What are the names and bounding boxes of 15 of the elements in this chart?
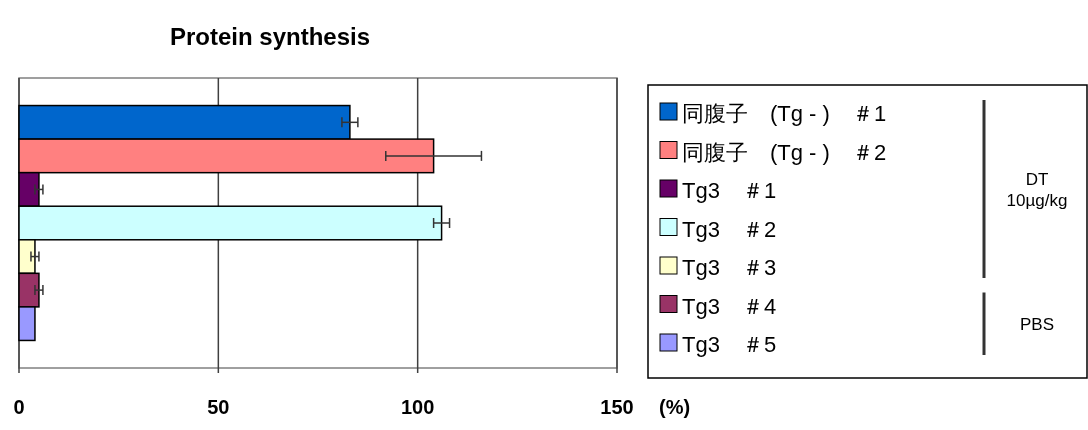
text: PBS bbox=[1019, 314, 1055, 334]
legend-label: Tg3 ＃1 bbox=[682, 178, 777, 203]
legend-label: Tg3 ＃4 bbox=[682, 293, 777, 319]
text: DT 10µg/kg bbox=[1006, 169, 1068, 210]
legend-label: Tg3 ＃3 bbox=[682, 255, 777, 280]
legend-label: 同腹子 (Tg - ) ＃1 bbox=[682, 101, 887, 126]
x-axis-title: (%) bbox=[659, 396, 691, 418]
legend-label: 同腹子 (Tg - ) ＃2 bbox=[682, 139, 887, 165]
chart-title: Protein synthesis bbox=[169, 23, 371, 50]
x-tick-label: 50 bbox=[207, 396, 230, 418]
legend-label: Tg3 ＃2 bbox=[682, 216, 777, 242]
x-tick-label: 150 bbox=[600, 396, 634, 418]
x-tick-label: 0 bbox=[13, 396, 25, 418]
x-tick-label: 100 bbox=[400, 396, 435, 418]
legend-label: Tg3 ＃5 bbox=[682, 332, 777, 357]
